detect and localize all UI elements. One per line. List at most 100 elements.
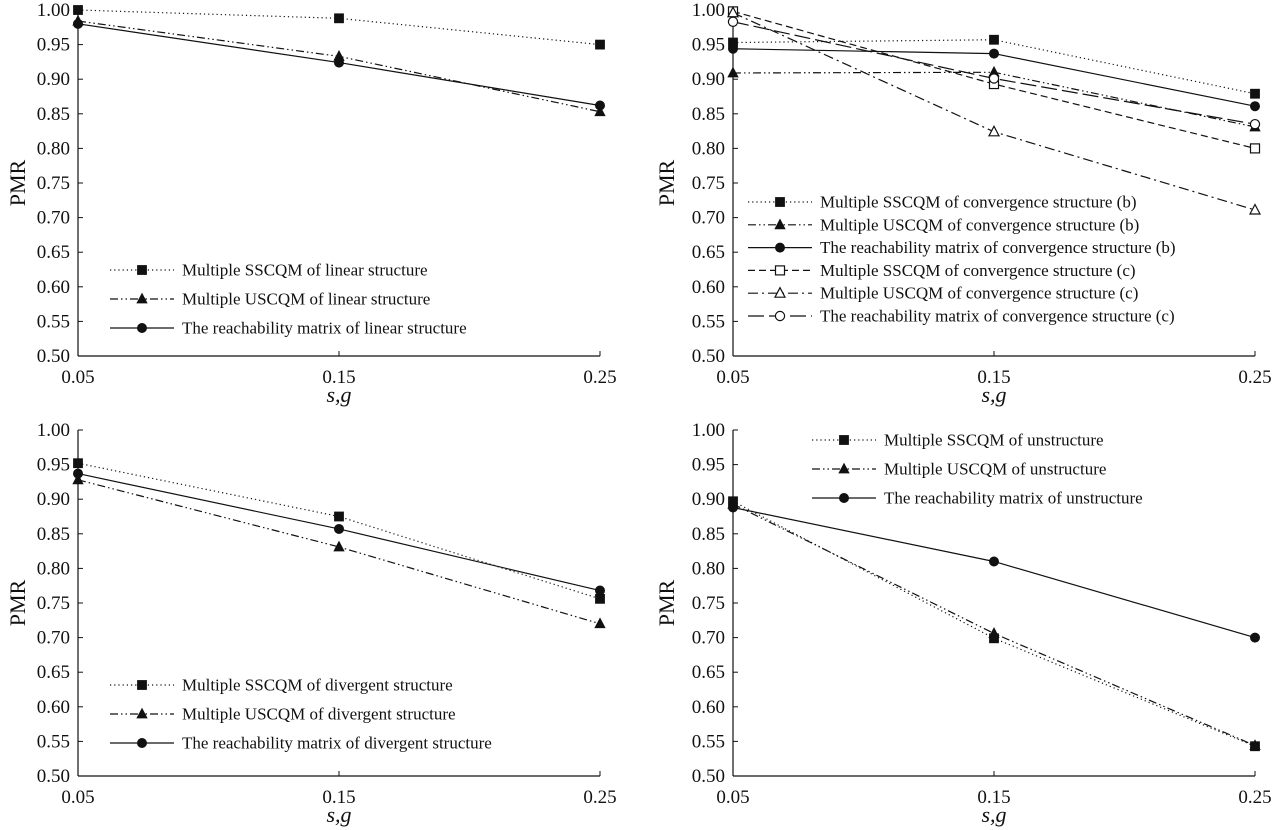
x-tick-label: 0.25 (1238, 367, 1271, 388)
x-axis-label: s,g (326, 802, 351, 827)
legend-marker (839, 492, 850, 503)
legend-marker (137, 680, 147, 690)
y-axis-label: PMR (5, 159, 30, 206)
y-tick-label: 0.50 (37, 346, 70, 367)
y-tick-label: 0.90 (37, 489, 70, 510)
series-0 (73, 5, 605, 50)
series-line (77, 479, 601, 625)
legend-marker (136, 738, 147, 749)
legend-marker (136, 707, 148, 719)
legend-label: Multiple SSCQM of linear structure (182, 261, 428, 280)
series-1 (72, 473, 606, 629)
data-point (334, 511, 344, 522)
x-tick-label: 0.15 (322, 367, 355, 388)
x-axis-label: s,g (981, 802, 1006, 827)
y-tick-label: 0.80 (37, 138, 70, 159)
y-tick-label: 0.70 (692, 208, 725, 229)
y-tick-label: 0.70 (692, 628, 725, 649)
x-tick-label: 0.05 (716, 787, 749, 808)
x-tick-label: 0.25 (583, 787, 616, 808)
y-tick-label: 0.90 (692, 69, 725, 90)
series-2 (73, 18, 606, 111)
y-tick-label: 0.80 (692, 138, 725, 159)
data-point (594, 617, 606, 629)
y-tick-label: 0.85 (692, 104, 725, 125)
x-tick-label: 0.25 (1238, 787, 1271, 808)
data-point (595, 585, 606, 596)
data-point (728, 43, 739, 54)
data-point (334, 13, 344, 24)
data-point (333, 57, 344, 68)
y-tick-label: 1.00 (692, 420, 725, 441)
data-point (594, 105, 606, 117)
y-tick-label: 0.60 (692, 277, 725, 298)
legend-label: Multiple USCQM of linear structure (182, 290, 430, 309)
data-point (595, 100, 606, 111)
y-tick-label: 0.55 (37, 311, 70, 332)
x-tick-label: 0.15 (977, 787, 1010, 808)
data-point (988, 73, 1000, 84)
x-tick-label: 0.25 (583, 367, 616, 388)
y-tick-label: 0.50 (37, 766, 70, 787)
data-point (1250, 88, 1260, 99)
data-point (727, 66, 739, 78)
series-2 (728, 502, 1261, 643)
legend-marker (774, 286, 786, 298)
y-tick-label: 0.85 (37, 104, 70, 125)
legend-label: Multiple USCQM of convergence structure … (820, 215, 1139, 234)
legend-label: The reachability matrix of convergence s… (820, 238, 1176, 257)
data-point (333, 540, 345, 552)
data-point (1250, 632, 1261, 643)
y-tick-label: 0.75 (37, 593, 70, 614)
series-2 (73, 468, 606, 596)
legend-marker (775, 197, 785, 207)
legend: Multiple SSCQM of divergent structure Mul… (110, 676, 492, 753)
y-tick-label: 0.80 (37, 558, 70, 579)
legend-marker (137, 265, 147, 275)
data-point (73, 5, 83, 15)
data-point (988, 627, 1000, 638)
chart-top-left: 0.50 0.55 0.60 0.65 0.70 0.75 0.80 0.85 0.90 0.95… (5, 0, 617, 407)
y-tick-label: 0.50 (692, 766, 725, 787)
legend: Multiple SSCQM of unstructure Multiple US… (812, 431, 1143, 508)
legend-marker (774, 310, 786, 322)
data-point (72, 473, 84, 485)
series-5 (727, 16, 1261, 130)
legend-label: Multiple USCQM of divergent structure (182, 705, 456, 724)
y-tick-label: 0.80 (692, 558, 725, 579)
legend-label: Multiple SSCQM of unstructure (884, 431, 1104, 450)
data-point (728, 502, 739, 513)
y-tick-label: 0.95 (692, 35, 725, 56)
y-tick-label: 0.95 (692, 455, 725, 476)
y-axis-label: PMR (654, 159, 679, 206)
legend-label: The reachability matrix of convergence s… (820, 307, 1175, 326)
legend-label: Multiple SSCQM of divergent structure (182, 676, 453, 695)
legend-marker (839, 435, 849, 445)
y-tick-label: 0.60 (37, 277, 70, 298)
data-point (595, 39, 605, 50)
data-point (1249, 739, 1261, 750)
data-point (1249, 203, 1261, 215)
chart-bottom-left: 0.50 0.55 0.60 0.65 0.70 0.75 0.80 0.85 0.90 0.95… (5, 420, 617, 827)
legend: Multiple SSCQM of linear structure Multip… (110, 261, 467, 338)
series-line (77, 462, 601, 600)
y-tick-label: 0.50 (692, 346, 725, 367)
y-tick-label: 0.65 (37, 242, 70, 263)
legend-label: Multiple SSCQM of convergence structure … (820, 261, 1136, 280)
legend-marker (774, 265, 786, 276)
legend-marker (136, 322, 147, 333)
y-tick-label: 0.75 (692, 593, 725, 614)
y-tick-label: 1.00 (692, 0, 725, 21)
x-tick-label: 0.15 (977, 367, 1010, 388)
series-0 (728, 496, 1260, 752)
legend-marker (774, 218, 786, 230)
y-tick-label: 0.90 (37, 69, 70, 90)
x-tick-label: 0.05 (716, 367, 749, 388)
chart-top-right: 0.50 0.55 0.60 0.65 0.70 0.75 0.80 0.85 0.90 0.95… (654, 0, 1272, 407)
data-point (73, 458, 83, 469)
legend-marker (838, 462, 850, 474)
y-tick-label: 0.60 (37, 697, 70, 718)
data-point (1249, 143, 1261, 154)
data-point (989, 556, 1000, 567)
data-point (989, 34, 999, 45)
